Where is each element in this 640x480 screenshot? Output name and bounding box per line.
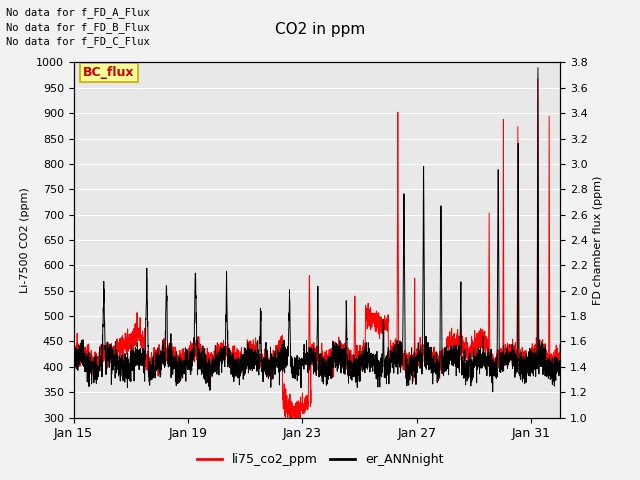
Text: No data for f_FD_A_Flux: No data for f_FD_A_Flux — [6, 7, 150, 18]
Text: CO2 in ppm: CO2 in ppm — [275, 22, 365, 36]
Y-axis label: FD chamber flux (ppm): FD chamber flux (ppm) — [593, 175, 603, 305]
Text: BC_flux: BC_flux — [83, 66, 135, 79]
Legend: li75_co2_ppm, er_ANNnight: li75_co2_ppm, er_ANNnight — [191, 448, 449, 471]
Text: No data for f_FD_C_Flux: No data for f_FD_C_Flux — [6, 36, 150, 47]
Y-axis label: Li-7500 CO2 (ppm): Li-7500 CO2 (ppm) — [20, 187, 30, 293]
Text: No data for f_FD_B_Flux: No data for f_FD_B_Flux — [6, 22, 150, 33]
